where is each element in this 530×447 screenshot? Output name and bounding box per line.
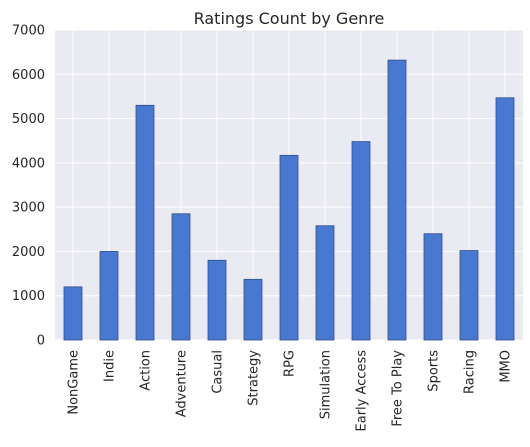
y-tick-label: 1000 (12, 289, 45, 304)
x-tick-label: Racing (463, 350, 478, 394)
bar-mmo (495, 97, 515, 341)
bar-casual (207, 259, 227, 341)
x-tick-label: Simulation (319, 350, 334, 419)
bar-adventure (171, 213, 191, 341)
x-tick-label: Strategy (247, 350, 262, 406)
bar-racing (459, 250, 479, 341)
x-tick-label: Casual (211, 350, 226, 394)
x-tick-label: Indie (103, 350, 118, 382)
bars (63, 59, 515, 341)
y-tick-label: 2000 (12, 245, 45, 260)
bar-action (135, 104, 155, 341)
chart-title: Ratings Count by Genre (194, 9, 385, 28)
y-axis-ticks: 0 1000 2000 3000 4000 5000 6000 7000 (12, 24, 45, 349)
x-tick-label: NonGame (67, 350, 82, 415)
bar-indie (99, 251, 119, 341)
y-tick-label: 6000 (12, 68, 45, 83)
bar-sports (423, 233, 443, 341)
bar-early-access (351, 141, 371, 341)
x-tick-label: RPG (283, 350, 298, 377)
x-tick-label: Sports (427, 350, 442, 392)
x-tick-label: Free To Play (391, 350, 406, 427)
x-tick-label: Adventure (175, 350, 190, 417)
bar-strategy (243, 278, 263, 341)
bar-simulation (315, 225, 335, 341)
y-tick-label: 3000 (12, 201, 45, 216)
y-tick-label: 0 (37, 334, 45, 349)
bar-free-to-play (387, 59, 407, 341)
y-tick-label: 5000 (12, 112, 45, 127)
x-axis-ticks: NonGame Indie Action Adventure Casual Strateg… (67, 350, 514, 432)
x-tick-label: MMO (499, 350, 514, 383)
x-tick-label: Early Access (355, 350, 370, 432)
bar-nongame (63, 286, 83, 341)
bar-rpg (279, 154, 299, 341)
y-tick-label: 4000 (12, 156, 45, 171)
x-tick-label: Action (139, 350, 154, 391)
y-tick-label: 7000 (12, 24, 45, 39)
